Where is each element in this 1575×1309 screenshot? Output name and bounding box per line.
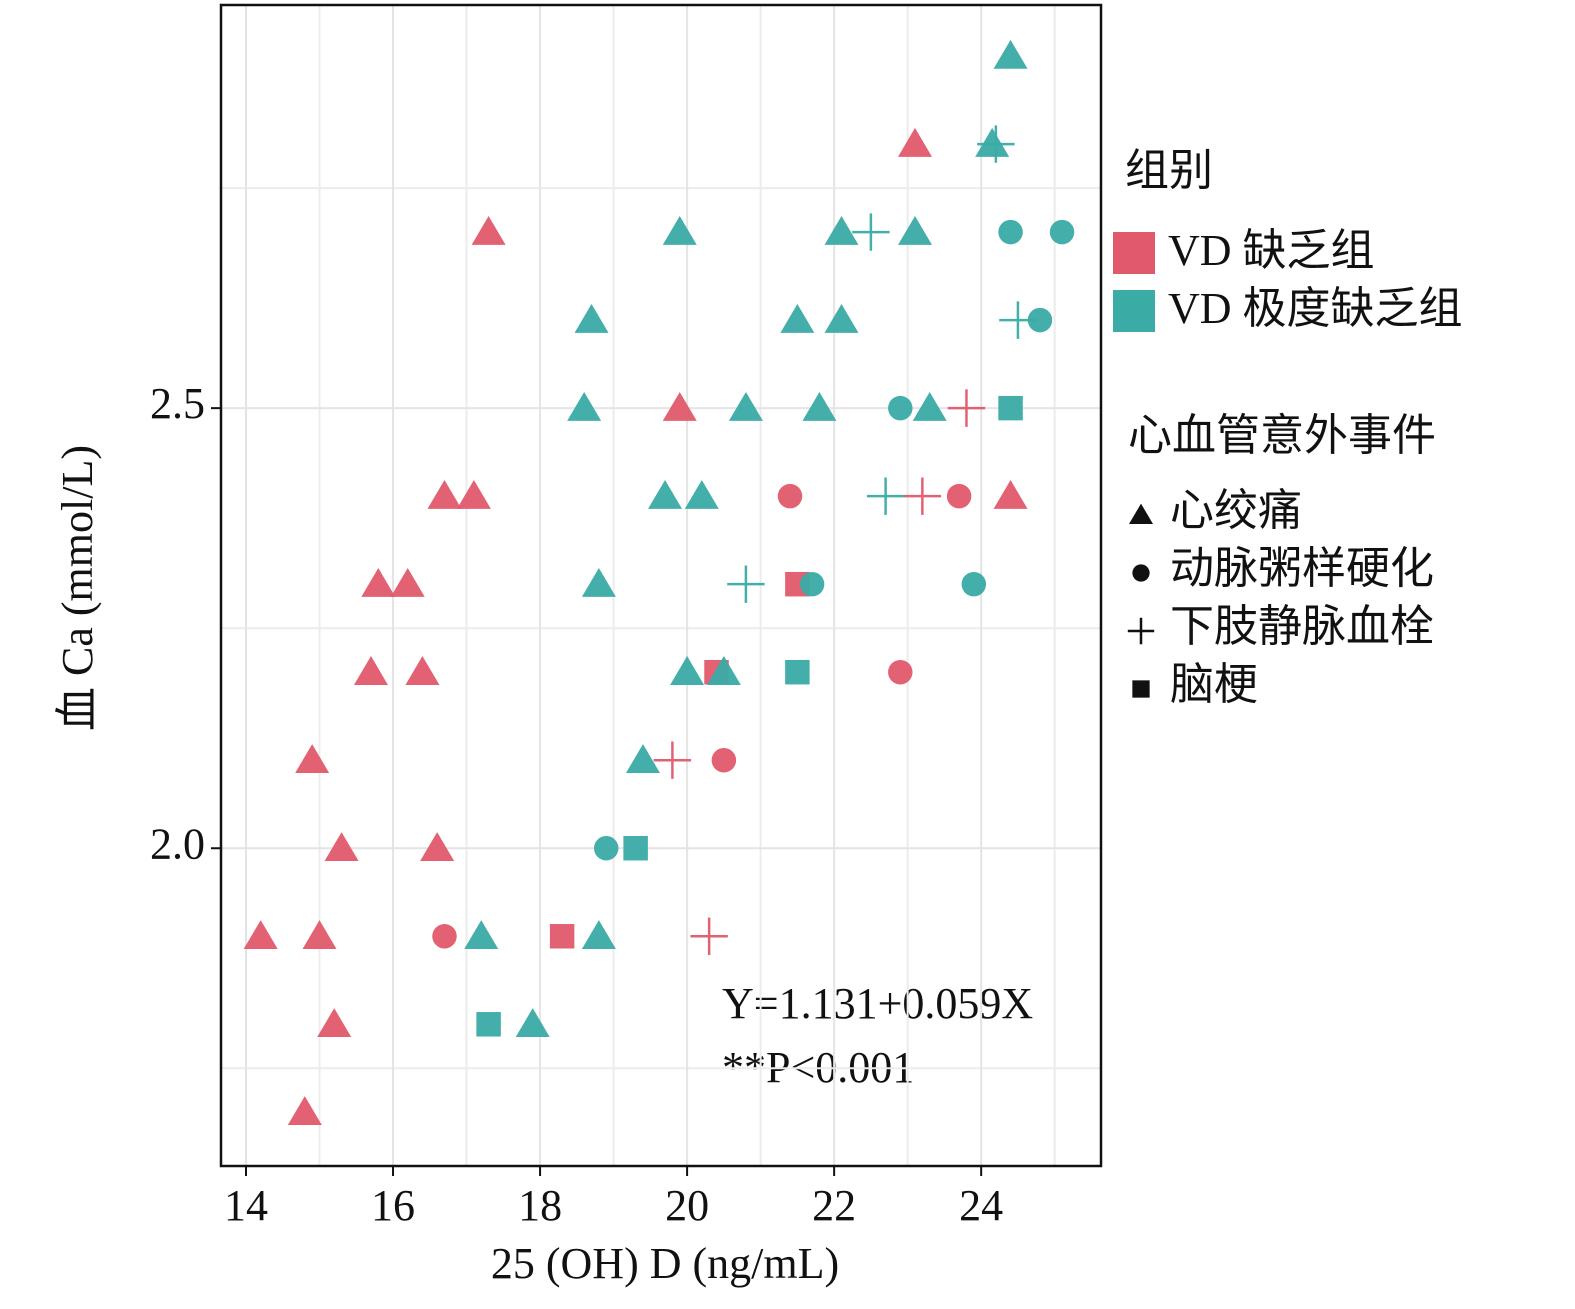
triangle-marker <box>912 391 947 421</box>
triangle-marker <box>581 568 616 597</box>
triangle-marker <box>670 656 705 685</box>
triangle-marker <box>471 215 506 245</box>
legend-label: 心绞痛 <box>1170 486 1302 535</box>
legend-label: 下肢静脉血栓 <box>1170 602 1434 651</box>
circle-marker <box>888 395 913 421</box>
triangle-marker <box>243 920 278 950</box>
marker-legend-title: 心血管意外事件 <box>1128 411 1436 460</box>
triangle-marker <box>287 1096 322 1126</box>
triangle-marker <box>324 832 359 861</box>
square-marker <box>549 924 575 949</box>
square-marker <box>476 1012 501 1037</box>
triangle-marker <box>317 1008 352 1038</box>
legend-label: VD 极度缺乏组 <box>1168 284 1463 333</box>
triangle-marker <box>684 480 719 509</box>
plus-marker <box>690 917 728 955</box>
triangle-marker <box>780 303 815 333</box>
plus-marker <box>866 477 905 515</box>
y-tick-label: 2.5 <box>150 379 205 428</box>
triangle-marker <box>824 215 859 245</box>
circle-marker <box>432 924 457 949</box>
triangle-marker <box>574 303 609 333</box>
triangle-marker <box>898 127 933 157</box>
circle-marker <box>888 659 913 685</box>
plus-marker <box>1127 617 1155 645</box>
circle-marker <box>799 571 825 597</box>
plus-marker <box>653 741 692 779</box>
y-tick-label: 2.0 <box>150 819 205 868</box>
plus-marker <box>999 301 1037 339</box>
legend-label: 动脉粥样硬化 <box>1170 544 1434 593</box>
square-marker <box>785 659 810 685</box>
square-marker <box>623 836 648 861</box>
triangle-marker <box>662 215 697 245</box>
triangle-marker <box>302 920 337 950</box>
triangle-marker <box>515 1008 550 1038</box>
triangle-marker <box>728 391 763 421</box>
circle-marker <box>961 571 987 597</box>
triangle-marker <box>993 480 1028 509</box>
triangle-marker <box>898 215 933 245</box>
plus-marker <box>903 477 942 515</box>
plus-marker <box>852 213 890 251</box>
circle-marker <box>1132 564 1150 582</box>
legend-label: VD 缺乏组 <box>1168 226 1375 275</box>
triangle-marker <box>427 480 462 509</box>
triangle-marker <box>824 303 859 333</box>
triangle-marker <box>390 568 425 597</box>
square-marker <box>1132 680 1150 698</box>
triangle-marker <box>993 39 1028 69</box>
triangle-marker <box>295 744 330 773</box>
triangle-marker <box>420 832 455 861</box>
circle-marker <box>946 483 972 509</box>
x-tick-label: 20 <box>665 1181 709 1230</box>
triangle-marker <box>361 568 396 597</box>
triangle-marker <box>706 656 741 685</box>
plot-frame <box>219 3 1103 1168</box>
triangle-marker <box>975 127 1010 157</box>
triangle-marker <box>648 480 683 509</box>
points <box>243 39 1075 1126</box>
triangle-marker <box>662 391 697 421</box>
circle-marker <box>998 219 1023 245</box>
triangle-marker <box>456 480 491 509</box>
x-tick-label: 24 <box>959 1181 1003 1230</box>
x-tick-label: 14 <box>224 1181 268 1230</box>
triangle-marker <box>625 744 660 773</box>
plus-marker <box>977 125 1015 163</box>
triangle-marker <box>353 656 388 685</box>
y-axis-label: 血 Ca (mmol/L) <box>53 445 102 731</box>
circle-marker <box>777 483 803 509</box>
legend-label: 脑梗 <box>1170 660 1258 709</box>
square-marker <box>998 395 1023 421</box>
x-tick-label: 16 <box>371 1181 415 1230</box>
circle-marker <box>1049 219 1075 245</box>
plus-marker <box>727 565 765 603</box>
circle-marker <box>593 836 619 861</box>
triangle-marker <box>581 920 616 950</box>
triangle-marker <box>802 391 837 421</box>
plus-marker <box>947 389 986 427</box>
legend-title: 组别 <box>1125 146 1213 195</box>
annotation: Y=1.131+0.059X <box>722 979 1033 1028</box>
x-tick-label: 22 <box>812 1181 856 1230</box>
triangle-marker <box>464 920 499 950</box>
triangle-marker <box>1129 503 1153 524</box>
circle-marker <box>711 747 737 773</box>
circle-marker <box>1027 307 1053 333</box>
x-tick-label: 18 <box>518 1181 562 1230</box>
triangle-marker <box>405 656 440 685</box>
legend-swatch <box>1113 290 1155 332</box>
triangle-marker <box>567 391 602 421</box>
legend-swatch <box>1113 232 1155 274</box>
x-axis-label: 25 (OH) D (ng/mL) <box>491 1239 839 1288</box>
